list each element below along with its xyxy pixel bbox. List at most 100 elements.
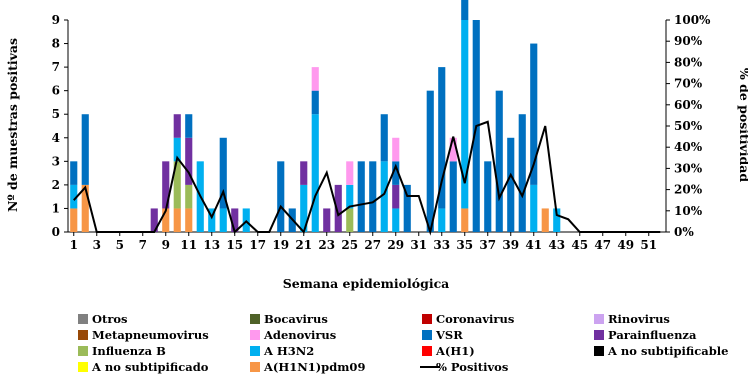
legend-label: A no subtipificado: [91, 360, 209, 374]
y2-axis-title: % de positividad: [737, 68, 748, 183]
y-tick-label: 5: [52, 107, 60, 121]
bar-segment: [311, 90, 319, 115]
bar-segment: [300, 184, 308, 232]
y2-tick-label: 100%: [674, 13, 711, 27]
x-tick-label: 7: [139, 238, 147, 252]
bar-segment: [70, 161, 78, 185]
positivity-line-group: [73, 120, 661, 236]
x-tick-label: 11: [180, 238, 197, 252]
legend-label: VSR: [435, 328, 463, 342]
x-tick-label: 45: [571, 238, 588, 252]
legend-swatch: [422, 330, 432, 340]
bar-segment: [461, 208, 469, 232]
legend-label: Metapneumovirus: [92, 328, 209, 342]
x-tick-label: 27: [364, 238, 381, 252]
y-tick-label: 9: [52, 13, 60, 27]
bar-segment: [426, 90, 434, 233]
bar-segment: [392, 208, 400, 232]
bar-segment: [403, 184, 411, 232]
bar-segment: [334, 184, 342, 232]
bar-segment: [173, 208, 181, 232]
x-tick-label: 23: [318, 238, 335, 252]
bar-segment: [392, 137, 400, 162]
y-tick-label: 8: [52, 37, 60, 51]
bar-segment: [357, 161, 365, 232]
y2-tick-label: 50%: [674, 119, 703, 133]
legend-swatch: [250, 362, 260, 372]
x-tick-label: 43: [548, 238, 565, 252]
bar-segment: [208, 208, 216, 232]
y2-tick-label: 70%: [674, 77, 703, 91]
y-tick-label: 3: [52, 154, 60, 168]
bar-segment: [173, 114, 181, 138]
legend-swatch: [78, 362, 88, 372]
bar-segment: [81, 184, 89, 232]
legend: Otros Bocavirus Coronavirus Rinovirus Metapn…: [78, 312, 728, 374]
bar-segment: [81, 114, 89, 185]
x-tick-label: 29: [387, 238, 404, 252]
legend-swatch: [422, 314, 432, 324]
y-tick-label: 2: [52, 178, 60, 192]
x-tick-label: 25: [341, 238, 358, 252]
bar-segment: [185, 114, 193, 138]
bar-segment: [507, 137, 515, 232]
positivity-line: [73, 120, 661, 236]
legend-swatch: [250, 314, 260, 324]
y2-tick-label: 80%: [674, 55, 703, 69]
y2-tick-label: 30%: [674, 161, 703, 175]
bar-segment: [369, 161, 377, 232]
bar-segment: [461, 20, 469, 209]
legend-swatch: [422, 346, 432, 356]
bar-segment: [219, 137, 227, 209]
legend-label: Otros: [92, 312, 128, 326]
y2-tick-label: 60%: [674, 98, 703, 112]
tick-labels-group: 01234567890%10%20%30%40%50%60%70%80%90%1…: [52, 13, 711, 252]
x-tick-label: 37: [479, 238, 496, 252]
y2-tick-label: 90%: [674, 34, 703, 48]
legend-label: Adenovirus: [263, 328, 336, 342]
bar-segment: [449, 137, 457, 162]
bar-segment: [173, 161, 181, 209]
legend-label: A H3N2: [263, 344, 314, 358]
y-axis-title: Nº de muestras positivas: [5, 38, 20, 212]
bar-segment: [162, 161, 170, 209]
legend-label: Influenza B: [92, 344, 166, 358]
legend-label: Rinovirus: [608, 312, 670, 326]
x-tick-label: 31: [410, 238, 427, 252]
bar-segment: [311, 67, 319, 91]
bar-segment: [150, 208, 158, 232]
legend-swatch: [594, 314, 604, 324]
x-tick-label: 47: [594, 238, 611, 252]
x-tick-label: 13: [203, 238, 220, 252]
bar-segment: [70, 208, 78, 232]
bar-segment: [219, 208, 227, 232]
y-tick-label: 7: [52, 60, 60, 74]
bar-segment: [530, 43, 538, 185]
bar-segment: [484, 161, 492, 232]
bar-segment: [323, 208, 331, 232]
bar-segment: [438, 208, 446, 232]
x-tick-label: 9: [162, 238, 170, 252]
x-tick-label: 41: [525, 238, 542, 252]
bar-segment: [185, 184, 193, 209]
legend-swatch: [594, 330, 604, 340]
bar-segment: [392, 184, 400, 209]
bar-segment: [530, 184, 538, 232]
x-tick-label: 15: [226, 238, 243, 252]
legend-swatch: [78, 346, 88, 356]
bar-segment: [300, 161, 308, 185]
bar-segment: [541, 208, 549, 232]
bar-segment: [553, 208, 561, 232]
bar-segment: [185, 137, 193, 185]
legend-swatch: [78, 330, 88, 340]
bar-segment: [311, 114, 319, 232]
legend-swatch: [594, 346, 604, 356]
bar-segment: [380, 114, 388, 162]
legend-label: A(H1N1)pdm09: [263, 360, 365, 374]
x-tick-label: 17: [249, 238, 266, 252]
bar-segment: [461, 0, 469, 20]
bar-segment: [495, 90, 503, 233]
bar-segment: [277, 161, 285, 232]
bar-segment: [392, 161, 400, 185]
x-tick-label: 33: [433, 238, 450, 252]
